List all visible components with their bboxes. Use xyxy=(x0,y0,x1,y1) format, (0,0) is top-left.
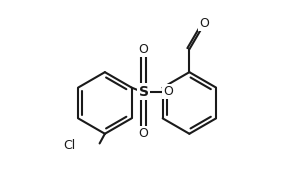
Text: O: O xyxy=(163,85,173,98)
Text: Cl: Cl xyxy=(64,139,76,152)
Text: O: O xyxy=(139,127,149,140)
Text: S: S xyxy=(139,84,149,99)
Text: O: O xyxy=(200,17,209,30)
Text: O: O xyxy=(139,43,149,56)
